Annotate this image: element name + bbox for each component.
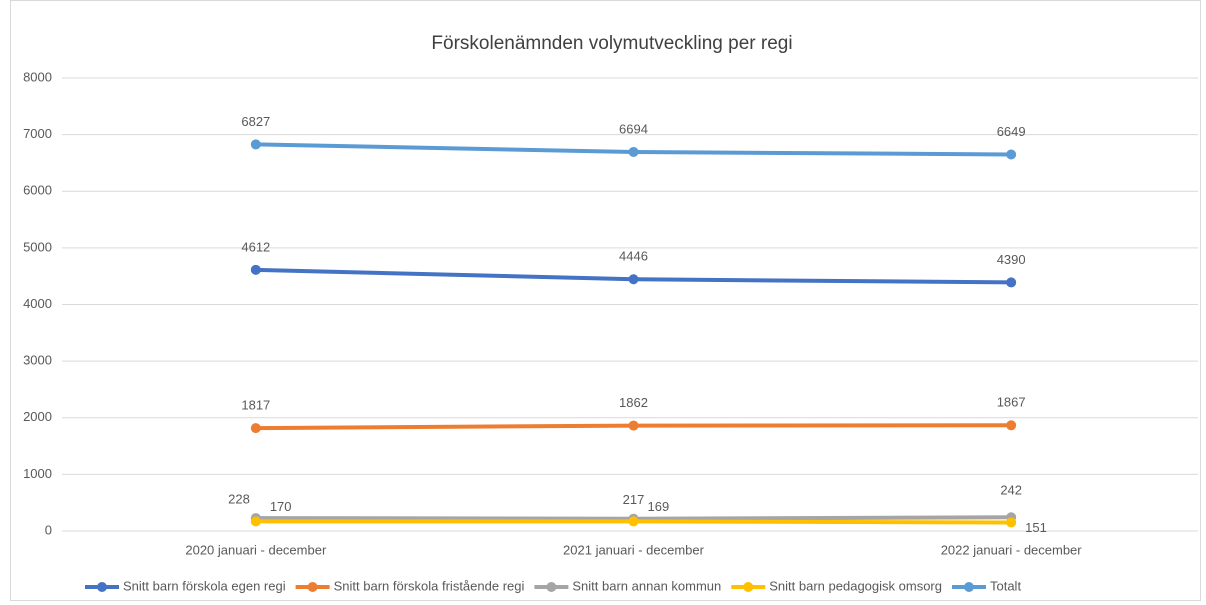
data-label: 4390	[997, 252, 1026, 267]
legend-marker	[307, 582, 318, 592]
point	[1006, 420, 1017, 431]
point	[1006, 277, 1017, 288]
data-label: 217	[623, 492, 645, 507]
y-tick-label: 1000	[23, 466, 52, 481]
y-tick-label: 8000	[23, 69, 52, 84]
legend-label: Snitt barn pedagogisk omsorg	[769, 578, 942, 593]
point	[1006, 149, 1017, 160]
data-label: 4446	[619, 249, 648, 264]
legend-marker	[963, 582, 974, 592]
point	[1006, 517, 1017, 528]
y-tick-label: 7000	[23, 126, 52, 141]
data-label: 228	[228, 492, 250, 507]
data-label: 151	[1025, 520, 1047, 535]
legend-marker	[97, 582, 107, 592]
legend-label: Snitt barn förskola egen regi	[123, 578, 286, 593]
data-label: 1862	[619, 395, 648, 410]
y-tick-label: 5000	[23, 239, 52, 254]
point	[628, 274, 639, 285]
data-label: 242	[1000, 483, 1022, 498]
data-label: 6649	[997, 124, 1026, 139]
data-label: 4612	[241, 239, 270, 254]
data-label: 170	[270, 499, 292, 514]
data-label: 1867	[997, 395, 1026, 410]
y-tick-label: 3000	[23, 353, 52, 368]
point	[250, 264, 261, 275]
data-label: 6694	[619, 121, 648, 136]
x-tick-label: 2022 januari - december	[941, 542, 1083, 557]
y-tick-label: 6000	[23, 183, 52, 198]
point	[250, 139, 261, 150]
y-tick-label: 2000	[23, 409, 52, 424]
y-tick-label: 4000	[23, 296, 52, 311]
data-label: 1817	[241, 398, 270, 413]
chart-title: Förskolenämnden volymutveckling per regi	[431, 33, 792, 54]
x-tick-label: 2021 januari - december	[563, 542, 705, 557]
point	[628, 420, 639, 431]
chart-border	[10, 0, 1201, 601]
point	[628, 146, 639, 157]
x-tick-label: 2020 januari - december	[185, 542, 327, 557]
data-label: 169	[648, 499, 670, 514]
y-tick-label: 0	[45, 522, 52, 537]
point	[250, 423, 261, 434]
data-label: 6827	[241, 114, 270, 129]
legend-label: Totalt	[990, 578, 1021, 593]
legend-marker	[743, 582, 754, 592]
point	[250, 516, 261, 527]
point	[628, 516, 639, 527]
legend-label: Snitt barn förskola fristående regi	[334, 578, 525, 593]
legend-label: Snitt barn annan kommun	[572, 578, 721, 593]
legend-marker	[546, 582, 557, 592]
